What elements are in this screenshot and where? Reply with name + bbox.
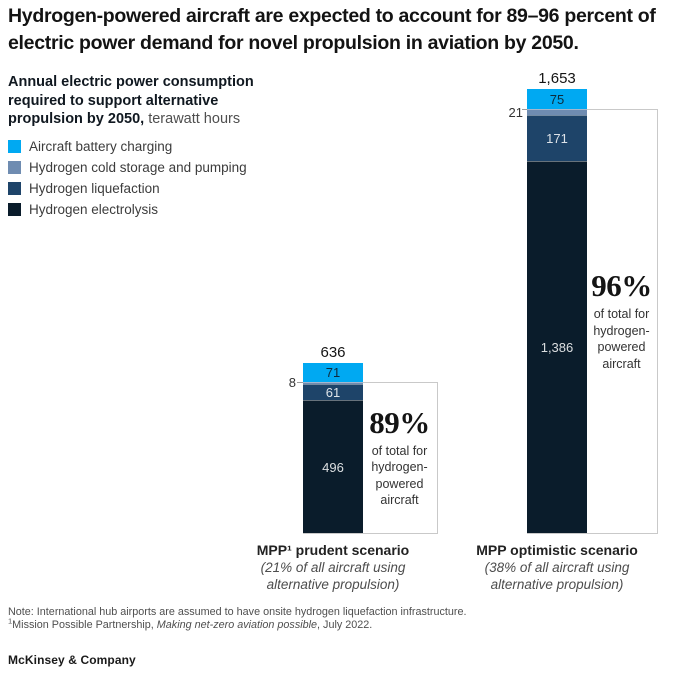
mckinsey-wordmark: McKinsey & Company — [8, 653, 136, 667]
segment-value-label: 171 — [546, 131, 568, 146]
category-note-optimistic-2: alternative propulsion) — [490, 577, 624, 592]
hydrogen-share-pct-optimistic: 96% — [591, 268, 652, 303]
legend-label: Hydrogen electrolysis — [29, 202, 159, 217]
cold-storage-value-optimistic: 21 — [508, 105, 523, 120]
hydrogen-share-pct-prudent: 89% — [369, 404, 430, 440]
cold-storage-value-prudent: 8 — [288, 375, 296, 390]
subtitle-line-1: Annual electric power consumption — [8, 74, 254, 90]
bar-segment-hydrogen-cold-storage-and-pumping — [527, 109, 587, 115]
legend-item: Hydrogen cold storage and pumping — [8, 161, 247, 174]
legend-swatch — [8, 182, 21, 195]
legend-item: Aircraft battery charging — [8, 140, 247, 153]
legend-swatch — [8, 203, 21, 216]
category-name-prudent: MPP¹ prudent scenario — [256, 542, 410, 558]
footnote-superscript: 1 — [8, 615, 13, 625]
title-line-2: electric power demand for novel propulsi… — [8, 32, 579, 54]
footnote-note: Note: International hub airports are ass… — [8, 606, 467, 618]
bar-segment-aircraft-battery-charging: 75 — [527, 89, 587, 109]
subtitle-line-2: required to support alternative — [8, 92, 219, 109]
hydrogen-share-caption-prudent: of total for hydrogen-powered aircraft — [371, 443, 428, 508]
leader-line-optimistic — [522, 109, 527, 110]
subtitle-line-3: propulsion by 2050, terawatt hours — [8, 110, 254, 129]
subtitle-bold-part: propulsion by 2050, — [8, 111, 145, 127]
bar-segment-hydrogen-cold-storage-and-pumping — [303, 382, 363, 384]
legend-label: Aircraft battery charging — [29, 139, 173, 154]
category-note-prudent-2: alternative propulsion) — [266, 577, 400, 592]
legend-item: Hydrogen liquefaction — [8, 182, 247, 195]
legend-swatch — [8, 161, 21, 174]
footnote: Note: International hub airports are ass… — [8, 606, 467, 631]
page-title: Hydrogen-powered aircraft are expected t… — [8, 3, 656, 57]
footnote-source: 1Mission Possible Partnership, Making ne… — [8, 615, 467, 632]
legend-label: Hydrogen liquefaction — [29, 181, 160, 196]
legend-swatch — [8, 140, 21, 153]
leader-line-prudent — [297, 382, 303, 383]
segment-value-label: 71 — [325, 365, 341, 380]
bar-total-optimistic: 1,653 — [538, 70, 576, 87]
legend-label: Hydrogen cold storage and pumping — [29, 160, 247, 175]
bar-segment-hydrogen-liquefaction: 171 — [527, 115, 587, 161]
chart-legend: Aircraft battery charging Hydrogen cold s… — [8, 140, 247, 224]
footnote-source-title: Making net-zero aviation possible — [156, 618, 318, 631]
bar-optimistic-scenario: 75 171 1,386 — [527, 89, 587, 533]
segment-value-label: 1,386 — [540, 340, 574, 355]
hydrogen-share-caption-optimistic: of total for hydrogen-powered aircraft — [593, 307, 650, 371]
segment-value-label: 61 — [325, 385, 341, 400]
bar-segment-hydrogen-electrolysis: 496 — [303, 400, 363, 533]
hydrogen-share-content-prudent: 89% of total for hydrogen-powered aircra… — [363, 383, 436, 533]
category-note-prudent-1: (21% of all aircraft using — [260, 560, 406, 575]
chart-subtitle: Annual electric power consumption requir… — [8, 73, 254, 129]
bar-segment-hydrogen-electrolysis: 1,386 — [527, 161, 587, 533]
segment-value-label: 75 — [549, 91, 565, 107]
title-line-1: Hydrogen-powered aircraft are expected t… — [8, 5, 656, 27]
bar-prudent-scenario: 71 61 496 — [303, 363, 363, 533]
category-label-prudent: MPP¹ prudent scenario (21% of all aircra… — [213, 542, 453, 593]
bar-segment-aircraft-battery-charging: 71 — [303, 363, 363, 382]
legend-item: Hydrogen electrolysis — [8, 203, 247, 216]
category-name-optimistic: MPP optimistic scenario — [476, 542, 638, 558]
category-note-optimistic-1: (38% of all aircraft using — [484, 560, 630, 575]
footnote-source-pre: Mission Possible Partnership, — [12, 618, 157, 631]
category-label-optimistic: MPP optimistic scenario (38% of all airc… — [437, 542, 677, 593]
subtitle-unit: terawatt hours — [148, 111, 241, 127]
hydrogen-share-content-optimistic: 96% of total for hydrogen-powered aircra… — [587, 110, 656, 533]
bar-total-prudent: 636 — [320, 344, 346, 361]
footnote-source-post: , July 2022. — [317, 618, 373, 631]
segment-value-label: 496 — [322, 459, 344, 475]
bar-segment-hydrogen-liquefaction: 61 — [303, 384, 363, 400]
